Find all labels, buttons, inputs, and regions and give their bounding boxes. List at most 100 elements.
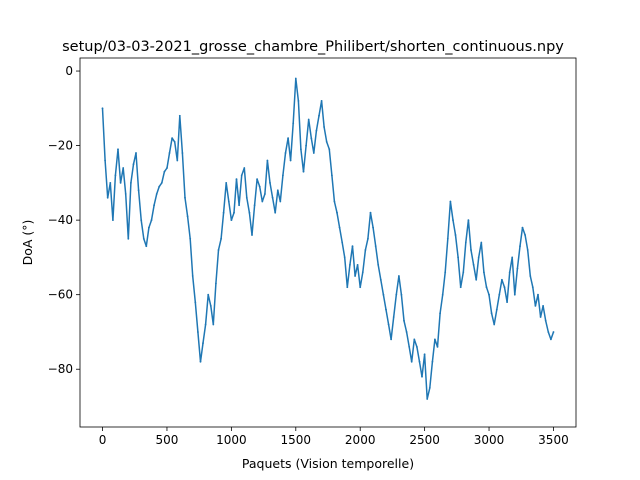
data-point <box>374 245 377 248</box>
data-point <box>472 264 475 266</box>
data-point <box>127 237 130 240</box>
data-point <box>264 193 266 195</box>
x-axis: 0 500 1000 1500 2000 2500 3000 3500 <box>99 427 569 447</box>
data-point <box>271 196 274 199</box>
data-point <box>467 219 470 222</box>
data-point <box>349 264 351 266</box>
data-point <box>122 167 125 169</box>
chart-title: setup/03-03-2021_grosse_chambre_Philiber… <box>62 39 564 55</box>
data-point <box>240 174 243 177</box>
data-point <box>495 308 498 311</box>
y-tick-label: −40 <box>48 213 73 227</box>
data-point <box>104 159 106 162</box>
data-point <box>513 293 516 296</box>
data-point <box>372 226 374 229</box>
data-point <box>109 182 112 184</box>
y-tick-label: −60 <box>48 288 73 302</box>
data-point <box>331 174 333 177</box>
data-point <box>220 237 223 240</box>
data-point <box>130 182 132 184</box>
data-point <box>503 286 506 289</box>
data-point <box>493 323 496 326</box>
data-point <box>297 100 300 102</box>
data-point <box>534 305 537 307</box>
data-point <box>142 237 145 240</box>
data-point <box>501 278 503 281</box>
data-point <box>227 200 230 203</box>
x-tick-label: 3000 <box>474 433 505 447</box>
data-point <box>418 360 421 363</box>
data-point <box>212 323 215 326</box>
data-point <box>112 219 114 222</box>
x-tick-label: 1000 <box>216 433 247 447</box>
data-point <box>398 275 400 277</box>
data-point <box>449 200 452 203</box>
data-point <box>403 319 405 322</box>
data-point <box>233 211 235 214</box>
data-point <box>155 193 158 195</box>
data-point <box>470 249 472 251</box>
data-point <box>106 196 109 199</box>
data-point <box>382 293 385 296</box>
data-point <box>222 211 225 214</box>
data-point <box>506 301 508 303</box>
data-point <box>416 346 418 348</box>
data-point <box>439 312 441 315</box>
data-point <box>153 204 156 207</box>
data-point <box>173 141 176 143</box>
data-point <box>230 219 233 222</box>
data-point <box>508 271 511 274</box>
data-point <box>392 316 395 318</box>
data-point <box>181 152 184 154</box>
data-point <box>485 286 488 289</box>
data-point <box>441 293 444 296</box>
data-point <box>251 234 253 236</box>
data-point <box>101 107 104 110</box>
y-tick-label: −20 <box>48 139 73 153</box>
data-point <box>158 185 161 188</box>
data-point <box>199 360 202 363</box>
data-point <box>405 331 408 333</box>
data-point <box>387 323 390 326</box>
data-point <box>531 286 534 289</box>
data-point <box>547 331 550 333</box>
data-point <box>346 286 349 289</box>
x-tick-label: 2000 <box>345 433 376 447</box>
data-point <box>207 293 210 296</box>
data-point <box>248 211 251 214</box>
data-point <box>341 241 344 244</box>
data-point <box>436 346 439 348</box>
data-point <box>300 148 302 151</box>
data-point <box>307 118 310 121</box>
data-point <box>191 275 194 277</box>
data-point <box>145 245 148 248</box>
data-point <box>256 178 258 181</box>
x-tick-label: 3500 <box>538 433 569 447</box>
data-point <box>261 200 264 203</box>
data-point <box>408 346 411 348</box>
data-point <box>276 189 279 192</box>
data-point <box>511 256 514 259</box>
data-point <box>431 360 434 363</box>
data-point <box>354 275 356 277</box>
data-point <box>148 226 150 229</box>
data-point <box>168 152 171 154</box>
data-point <box>140 219 143 222</box>
data-point <box>421 375 423 378</box>
series-line <box>101 77 555 400</box>
y-tick-label: −80 <box>48 362 73 376</box>
data-point <box>166 167 168 169</box>
data-point <box>178 114 181 117</box>
data-point <box>310 137 313 140</box>
data-point <box>390 338 392 341</box>
data-point <box>488 293 490 296</box>
data-point <box>171 137 174 140</box>
data-point <box>305 144 307 147</box>
data-point <box>537 293 539 296</box>
data-point <box>454 234 457 236</box>
x-tick-label: 500 <box>156 433 179 447</box>
data-point <box>282 174 284 177</box>
data-point <box>160 182 163 184</box>
data-point <box>336 211 338 214</box>
